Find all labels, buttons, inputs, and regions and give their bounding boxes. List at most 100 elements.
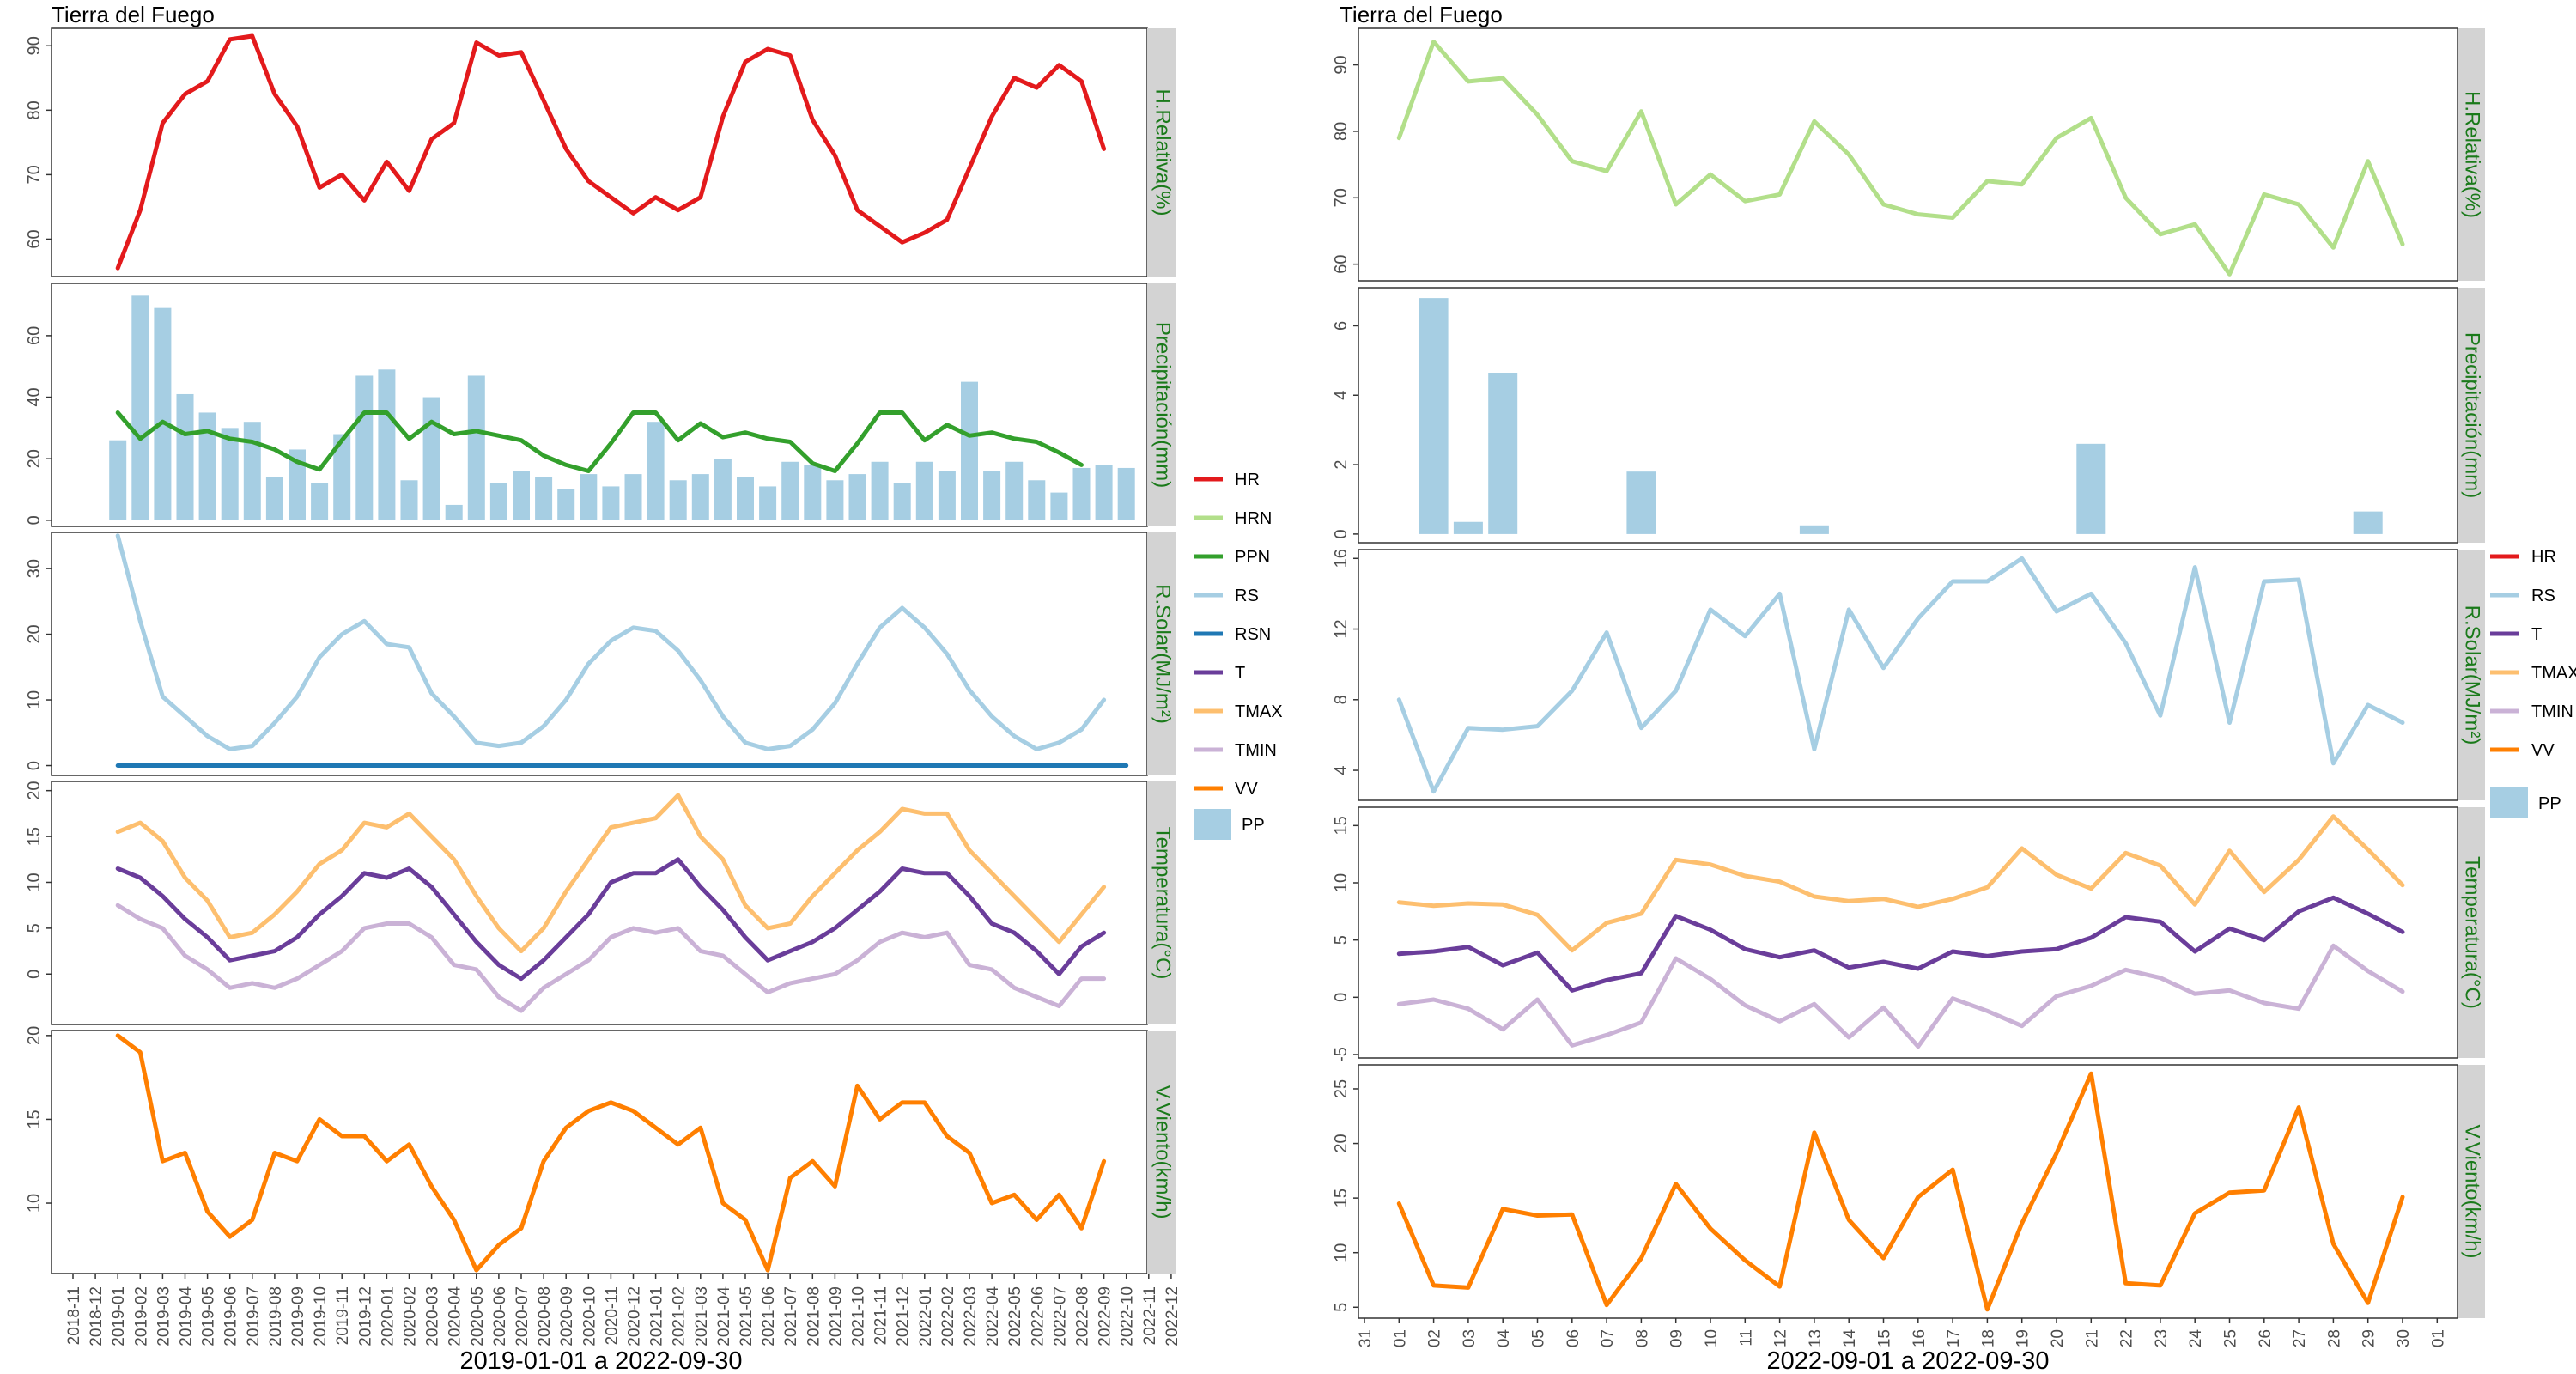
- x-tick-label: 2021-01: [648, 1286, 666, 1347]
- bar-PP: [714, 459, 732, 520]
- y-tick-label: 10: [1332, 1243, 1351, 1262]
- x-tick-label: 2019-02: [132, 1286, 150, 1347]
- legend-label: TMAX: [1235, 702, 1283, 721]
- chart-2: Tierra del FuegoH.Relativa(%)60708090Pre…: [1332, 2, 2576, 1374]
- panel-strip: [2458, 1065, 2485, 1318]
- legend-label: TMIN: [1235, 741, 1277, 760]
- y-tick-label: 15: [1332, 816, 1351, 835]
- y-tick-label: 0: [25, 970, 44, 979]
- bar-PP: [1626, 471, 1656, 534]
- panel-strip-label: R.Solar(MJ/m²): [1151, 584, 1175, 724]
- panel-frame: [51, 27, 1148, 277]
- x-tick-label: 04: [1495, 1329, 1513, 1348]
- bar-PP: [737, 477, 754, 520]
- bar-PP: [848, 474, 866, 520]
- x-tick-label: 22: [2118, 1329, 2136, 1347]
- panel-strip-label: H.Relativa(%): [1151, 88, 1175, 216]
- x-tick-label: 2020-08: [536, 1286, 554, 1347]
- bar-PP: [311, 483, 329, 520]
- panel-strip: [1147, 28, 1176, 277]
- x-tick-label: 2019-08: [267, 1286, 285, 1347]
- y-tick-label: 20: [25, 624, 44, 643]
- x-tick-label: 2019-04: [178, 1286, 196, 1347]
- y-tick-label: 70: [1332, 188, 1351, 207]
- x-tick-label: 18: [1979, 1329, 1997, 1347]
- series-line-HRN: [1396, 40, 2405, 277]
- panel-5: V.Viento(km/h) 5 10 15 20 25: [1332, 1064, 2485, 1319]
- panel-3: R.Solar(MJ/m²) 0 10 20 30: [25, 532, 1176, 776]
- x-tick-label: 2020-04: [447, 1286, 465, 1347]
- legend-label: RS: [1235, 587, 1259, 605]
- y-tick-label: 0: [25, 761, 44, 770]
- panel-4: Temperatura(°C) 0 5 10 15 20: [25, 781, 1176, 1025]
- panel-1: H.Relativa(%) 60 70 80 90: [1332, 27, 2485, 282]
- series-line-T: [1396, 895, 2405, 993]
- x-tick-label: 2021-09: [827, 1286, 845, 1347]
- x-tick-label: 21: [2083, 1329, 2101, 1347]
- y-tick-label: 10: [1332, 873, 1351, 892]
- legend-label: TMIN: [2531, 702, 2573, 721]
- bar-PP: [826, 480, 844, 520]
- y-tick-label: 5: [1332, 935, 1351, 945]
- x-tick-label: 2022-01: [917, 1286, 935, 1347]
- y-tick-label: 25: [1332, 1079, 1351, 1098]
- y-tick-label: 90: [1332, 55, 1351, 74]
- x-tick-label: 03: [1461, 1329, 1479, 1347]
- bar-PP: [2353, 511, 2383, 534]
- x-tick-label: 14: [1841, 1329, 1859, 1348]
- x-tick-label: 09: [1668, 1329, 1686, 1347]
- x-tick-label: 2019-01: [110, 1286, 128, 1347]
- x-tick-label: 20: [2049, 1329, 2067, 1347]
- bar-PP: [422, 397, 440, 520]
- bar-PP: [243, 422, 261, 520]
- x-tick-label: 2021-07: [782, 1286, 800, 1347]
- x-tick-label: 2018-12: [88, 1286, 106, 1347]
- x-tick-label: 2021-10: [850, 1286, 868, 1347]
- panel-frame: [1358, 27, 2458, 282]
- y-tick-label: 16: [1332, 549, 1351, 568]
- y-tick-label: 80: [1332, 122, 1351, 141]
- x-tick-label: 12: [1772, 1329, 1790, 1347]
- x-tick-label: 2022-08: [1074, 1286, 1092, 1347]
- bar-PP: [961, 381, 978, 520]
- bar-PP: [131, 295, 149, 520]
- series-line-TMAX: [1396, 814, 2405, 953]
- legend-label: HR: [2531, 548, 2556, 567]
- bar-PP: [535, 477, 553, 520]
- series-line-TMIN: [115, 903, 1107, 1013]
- x-tick-label: 2020-01: [379, 1286, 397, 1347]
- panel-frame: [1358, 287, 2458, 544]
- x-tick-label: 2019-09: [289, 1286, 307, 1347]
- panel-2: Precipitación(mm) 0 20 40 60: [25, 283, 1176, 527]
- x-tick-label: 23: [2153, 1329, 2171, 1347]
- panel-strip: [1147, 1030, 1176, 1274]
- legend-label: HRN: [1235, 509, 1272, 528]
- panel-strip-label: V.Viento(km/h): [1151, 1085, 1175, 1219]
- chart-1: Tierra del Fuego H.Relativa(%) 60 70 80 90 Pre…: [25, 2, 1283, 1374]
- x-tick-label: 29: [2360, 1329, 2379, 1347]
- bar-PP: [221, 428, 239, 520]
- x-tick-label: 05: [1530, 1329, 1548, 1347]
- y-tick-label: 10: [25, 872, 44, 891]
- y-tick-label: 4: [1332, 391, 1351, 400]
- bar-PP: [602, 486, 620, 520]
- y-tick-label: 15: [1332, 1189, 1351, 1207]
- legend-label: VV: [1235, 780, 1258, 799]
- panel-2: Precipitación(mm) 0 2 4 6: [1332, 287, 2485, 544]
- bar-PP: [1095, 465, 1113, 520]
- panel-4: Temperatura(°C) -5 0 5 10 15: [1332, 806, 2485, 1062]
- legend-label: TMAX: [2531, 664, 2576, 683]
- x-tick-label: 2019-10: [312, 1286, 330, 1347]
- x-axis-label: 2022-09-01 a 2022-09-30: [1767, 1347, 2050, 1374]
- x-tick-label: 26: [2257, 1329, 2275, 1347]
- x-tick-label: 2022-04: [984, 1286, 1002, 1347]
- x-tick-label: 2021-12: [895, 1286, 913, 1347]
- panel-strip: [1147, 781, 1176, 1024]
- x-tick-label: 2020-06: [491, 1286, 509, 1347]
- bar-PP: [1419, 298, 1449, 534]
- bar-PP: [624, 474, 642, 520]
- y-tick-label: 0: [25, 515, 44, 525]
- x-tick-label: 07: [1599, 1329, 1617, 1347]
- y-tick-label: 20: [25, 449, 44, 468]
